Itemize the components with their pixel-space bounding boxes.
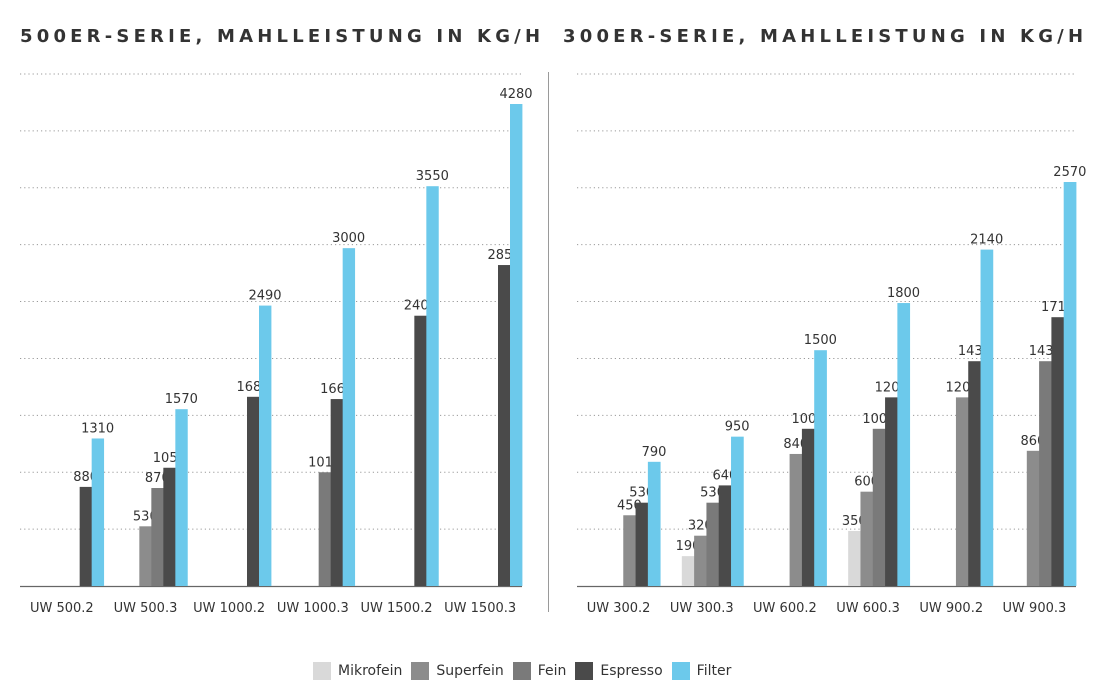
bar-500er-uw-500-3-filter	[175, 409, 188, 586]
bar-300er-uw-600-3-fein	[872, 428, 886, 586]
category-label-300er-uw-900-2: UW 900.2	[919, 601, 983, 616]
bar-500er-uw-1000-2-espresso	[247, 396, 260, 586]
bar-500er-uw-500-2-filter	[91, 438, 105, 586]
bar-300er-uw-300-2-filter	[647, 461, 661, 586]
legend-item-mikrofein: Mikrofein	[313, 662, 402, 680]
bar-300er-uw-600-2-espresso	[801, 428, 815, 586]
category-label-500er-uw-1500-3: UW 1500.3	[444, 601, 516, 616]
bar-300er-uw-300-3-filter	[731, 436, 744, 586]
bar-300er-uw-900-2-espresso	[968, 361, 981, 586]
data-label-300er-uw-600-2-filter: 1500	[804, 333, 837, 348]
category-label-300er-uw-300-3: UW 300.3	[670, 601, 734, 616]
bar-300er-uw-300-2-superfein	[623, 515, 636, 586]
bar-500er-uw-1500-2-filter	[426, 186, 439, 587]
legend-label-superfein: Superfein	[436, 663, 504, 679]
bar-500er-uw-500-3-superfein	[139, 526, 152, 586]
bar-300er-uw-600-3-superfein	[860, 491, 874, 586]
bar-500er-uw-500-2-espresso	[79, 486, 93, 586]
bar-300er-uw-300-3-fein	[706, 502, 720, 586]
legend-item-superfein: Superfein	[411, 662, 504, 680]
legend-swatch-espresso	[575, 662, 594, 680]
legend-item-espresso: Espresso	[575, 662, 663, 680]
chart-legend: Mikrofein Superfein Fein Espresso Filter	[313, 660, 740, 682]
chart-title-300er: 300ER-SERIE, MAHLLEISTUNG IN KG/H	[563, 26, 1088, 47]
legend-label-fein: Fein	[537, 663, 567, 679]
legend-swatch-filter	[671, 662, 690, 680]
bar-300er-uw-900-3-filter	[1063, 182, 1077, 586]
legend-swatch-fein	[512, 662, 531, 680]
category-label-300er-uw-600-3: UW 600.3	[836, 601, 900, 616]
bar-300er-uw-600-3-mikrofein	[848, 530, 861, 586]
legend-label-filter: Filter	[696, 663, 732, 679]
category-label-300er-uw-900-3: UW 900.3	[1003, 601, 1067, 616]
legend-label-espresso: Espresso	[600, 663, 663, 679]
bar-300er-uw-600-3-filter	[897, 303, 911, 586]
bar-300er-uw-300-3-superfein	[694, 535, 707, 586]
data-label-300er-uw-900-3-filter: 2570	[1053, 165, 1086, 180]
legend-item-fein: Fein	[512, 662, 567, 680]
category-label-500er-uw-500-3: UW 500.3	[114, 601, 178, 616]
bar-500er-uw-500-3-espresso	[163, 467, 176, 586]
bar-500er-uw-1000-2-filter	[259, 305, 272, 586]
bar-500er-uw-1000-3-fein	[318, 472, 332, 586]
bar-300er-uw-900-3-fein	[1039, 361, 1052, 586]
data-label-300er-uw-300-3-filter: 950	[725, 420, 750, 435]
bar-300er-uw-900-2-superfein	[955, 397, 969, 586]
bar-500er-uw-1000-3-filter	[342, 248, 356, 586]
bar-300er-uw-600-2-superfein	[789, 453, 803, 586]
category-label-300er-uw-300-2: UW 300.2	[587, 601, 651, 616]
bar-300er-uw-900-2-filter	[980, 249, 994, 586]
data-label-300er-uw-600-3-filter: 1800	[887, 286, 920, 301]
bar-500er-uw-1500-2-espresso	[414, 315, 427, 586]
category-label-500er-uw-1000-2: UW 1000.2	[193, 601, 265, 616]
category-label-300er-uw-600-2: UW 600.2	[753, 601, 817, 616]
data-label-300er-uw-300-2-filter: 790	[642, 445, 667, 460]
bar-500er-uw-1500-3-filter	[510, 104, 523, 586]
bar-300er-uw-300-3-mikrofein	[681, 556, 695, 586]
data-label-500er-uw-500-3-filter: 1570	[165, 392, 198, 407]
bar-300er-uw-600-3-espresso	[885, 397, 898, 586]
bar-300er-uw-900-3-superfein	[1026, 450, 1040, 586]
category-label-500er-uw-500-2: UW 500.2	[30, 601, 94, 616]
data-label-300er-uw-900-2-filter: 2140	[970, 233, 1003, 248]
legend-swatch-superfein	[411, 662, 430, 680]
bar-300er-uw-900-3-espresso	[1051, 317, 1065, 586]
category-label-500er-uw-1500-2: UW 1500.2	[361, 601, 433, 616]
data-label-500er-uw-1500-3-filter: 4280	[499, 87, 532, 102]
legend-item-filter: Filter	[671, 662, 732, 680]
bar-500er-uw-1000-3-espresso	[330, 399, 344, 586]
category-label-500er-uw-1000-3: UW 1000.3	[277, 601, 349, 616]
bar-300er-uw-300-2-espresso	[635, 502, 649, 586]
bar-500er-uw-1500-3-espresso	[498, 265, 511, 586]
bar-500er-uw-500-3-fein	[151, 488, 164, 586]
bar-300er-uw-600-2-filter	[814, 350, 827, 586]
data-label-500er-uw-1500-2-filter: 3550	[416, 169, 449, 184]
chart-title-500er: 500ER-SERIE, MAHLLEISTUNG IN KG/H	[20, 26, 545, 47]
data-label-500er-uw-500-2-filter: 1310	[81, 421, 114, 436]
data-label-500er-uw-1000-2-filter: 2490	[248, 289, 281, 304]
bar-300er-uw-300-3-espresso	[718, 485, 732, 586]
data-label-500er-uw-1000-3-filter: 3000	[332, 231, 365, 246]
legend-label-mikrofein: Mikrofein	[338, 663, 403, 679]
legend-swatch-mikrofein	[313, 662, 331, 680]
